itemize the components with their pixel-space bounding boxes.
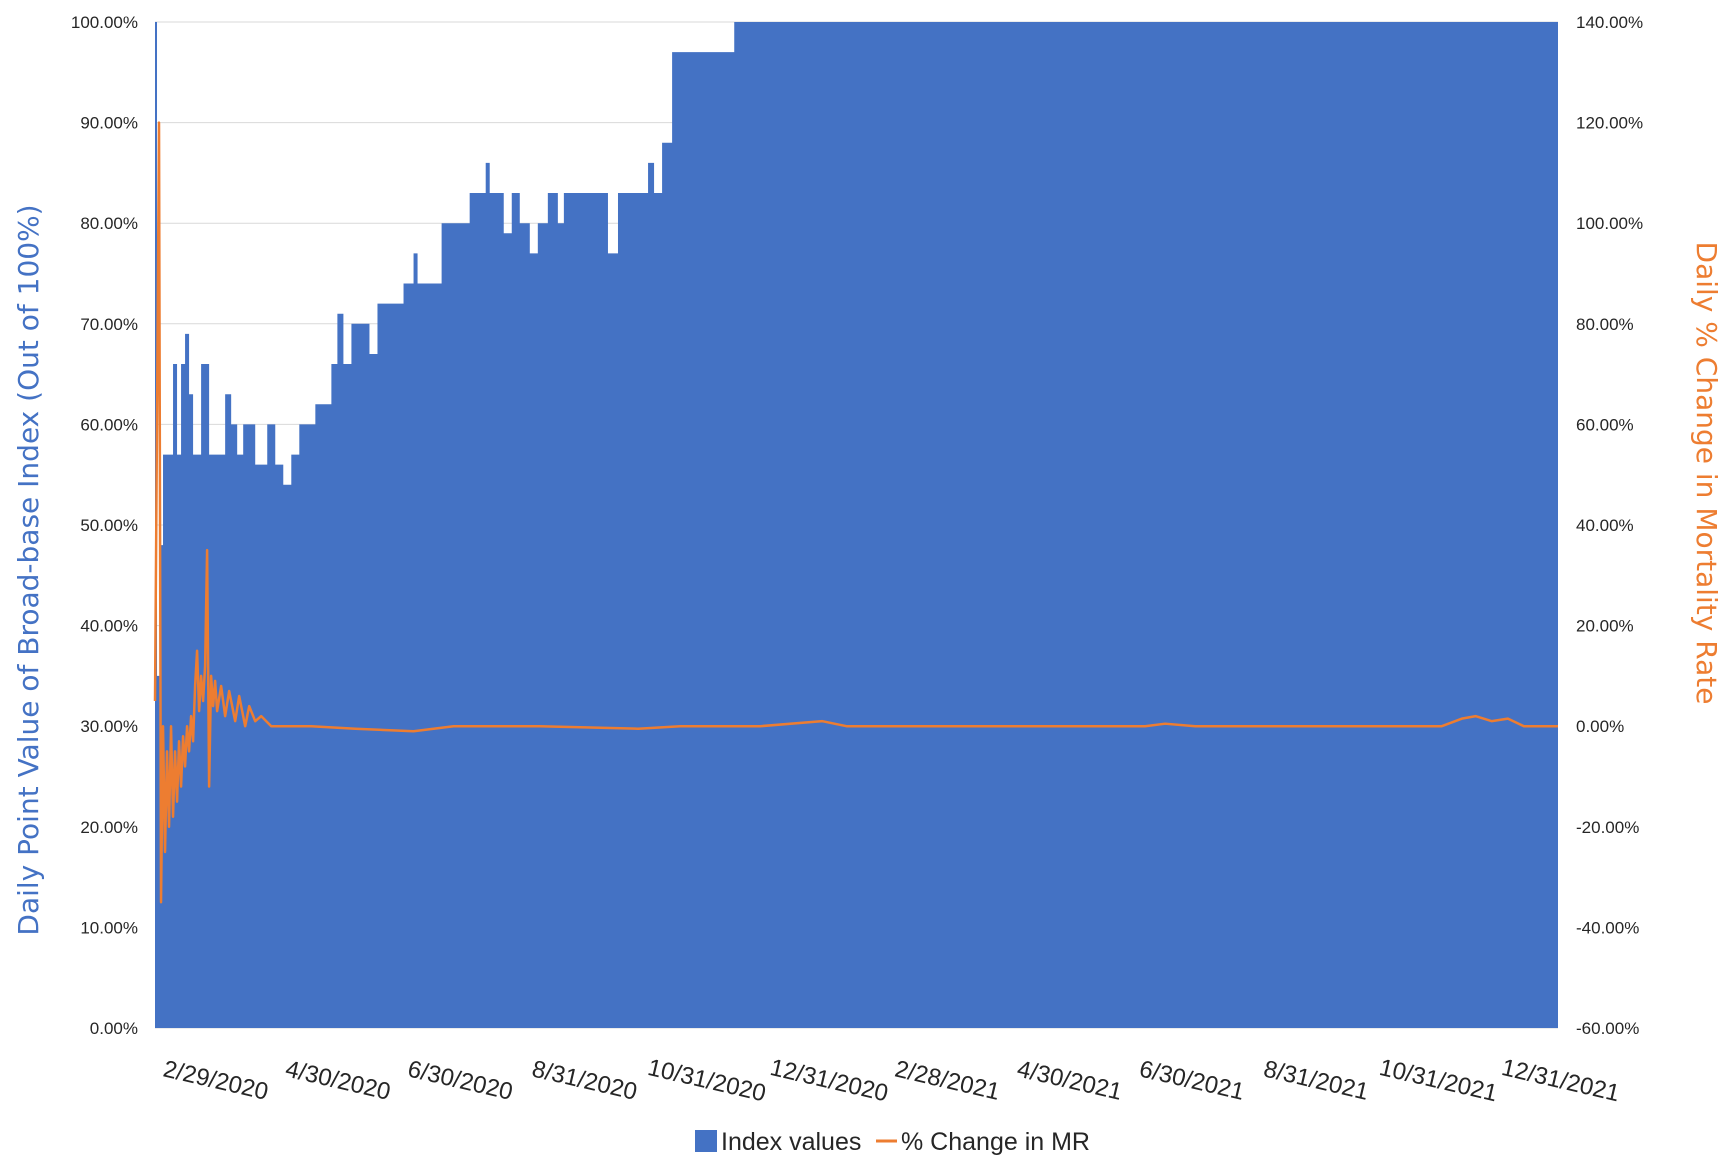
index-values-area xyxy=(155,22,1558,1028)
x-tick-label: 2/29/2020 xyxy=(161,1056,271,1106)
y-tick-label: 10.00% xyxy=(80,918,138,937)
x-tick-label: 4/30/2020 xyxy=(283,1056,393,1106)
mr-change-line xyxy=(153,121,1558,904)
right-axis-ticks: -60.00% -40.00% -20.00% 0.00% 20.00% 40.00% 60… xyxy=(1576,13,1643,1038)
y2-tick-label: 140.00% xyxy=(1576,13,1643,32)
y-tick-label: 40.00% xyxy=(80,617,138,636)
y2-tick-label: 60.00% xyxy=(1576,415,1634,434)
x-tick-label: 2/28/2021 xyxy=(892,1056,1002,1106)
y-tick-label: 0.00% xyxy=(90,1019,138,1038)
right-axis-title: Daily % Change in Mortality Rate xyxy=(1690,242,1723,705)
y-tick-label: 80.00% xyxy=(80,214,138,233)
y-tick-label: 100.00% xyxy=(71,13,138,32)
y2-tick-label: 0.00% xyxy=(1576,717,1624,736)
y2-tick-label: -20.00% xyxy=(1576,818,1639,837)
x-tick-label: 12/31/2020 xyxy=(767,1054,890,1107)
y-tick-label: 50.00% xyxy=(80,516,138,535)
legend-label-mr: % Change in MR xyxy=(901,1128,1090,1156)
legend: Index values % Change in MR xyxy=(695,1128,1090,1156)
y-tick-label: 60.00% xyxy=(80,415,138,434)
y-tick-label: 30.00% xyxy=(80,717,138,736)
y2-tick-label: 120.00% xyxy=(1576,114,1643,133)
y2-tick-label: -40.00% xyxy=(1576,918,1639,937)
y2-tick-label: 80.00% xyxy=(1576,315,1634,334)
legend-swatch-index xyxy=(695,1130,717,1152)
y-tick-label: 90.00% xyxy=(80,114,138,133)
x-tick-label: 8/31/2020 xyxy=(529,1056,639,1106)
x-tick-label: 8/31/2021 xyxy=(1261,1056,1371,1106)
y2-tick-label: 100.00% xyxy=(1576,214,1643,233)
y2-tick-label: 40.00% xyxy=(1576,516,1634,535)
x-tick-label: 4/30/2021 xyxy=(1014,1056,1124,1106)
y-tick-label: 70.00% xyxy=(80,315,138,334)
x-axis-ticks: 2/29/2020 4/30/2020 6/30/2020 8/31/2020 10/3… xyxy=(161,1054,1622,1107)
y2-tick-label: -60.00% xyxy=(1576,1019,1639,1038)
legend-label-index: Index values xyxy=(721,1128,861,1156)
x-tick-label: 6/30/2020 xyxy=(405,1056,515,1106)
x-tick-label: 6/30/2021 xyxy=(1137,1056,1247,1106)
x-tick-label: 12/31/2021 xyxy=(1499,1054,1622,1107)
left-axis-ticks: 0.00% 10.00% 20.00% 30.00% 40.00% 50.00% 60.00… xyxy=(71,13,138,1038)
y2-tick-label: 20.00% xyxy=(1576,617,1634,636)
x-tick-label: 10/31/2020 xyxy=(645,1054,768,1107)
y-tick-label: 20.00% xyxy=(80,818,138,837)
left-axis-title: Daily Point Value of Broad-base Index (O… xyxy=(12,204,45,935)
x-tick-label: 10/31/2021 xyxy=(1377,1054,1500,1107)
